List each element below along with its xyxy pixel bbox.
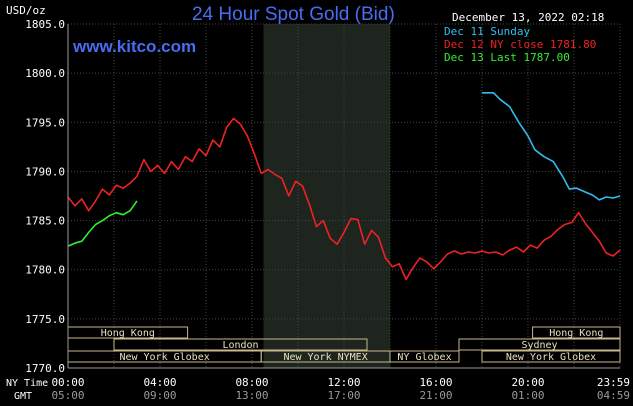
session-label: New York Globex bbox=[506, 352, 596, 363]
x-tick-label-ny: 04:00 bbox=[143, 376, 176, 389]
y-tick-label: 1775.0 bbox=[25, 313, 65, 326]
session-label: New York NYMEX bbox=[283, 352, 367, 363]
x-tick-label-gmt: 05:00 bbox=[51, 389, 84, 402]
x-tick-label-ny: 20:00 bbox=[511, 376, 544, 389]
x-tick-label-gmt: 04:59 bbox=[597, 389, 630, 402]
x-tick-label-ny: 23:59 bbox=[597, 376, 630, 389]
market-sessions: Hong Kong London New York Globex New York N… bbox=[67, 326, 621, 363]
session-label: New York Globex bbox=[119, 352, 209, 363]
session-label: Hong Kong bbox=[101, 328, 155, 339]
session-box bbox=[389, 350, 460, 363]
series-lines bbox=[67, 92, 621, 281]
y-tick-label: 1780.0 bbox=[25, 264, 65, 277]
y-tick-label: 1795.0 bbox=[25, 116, 65, 129]
timestamp: December 13, 2022 02:18 bbox=[452, 11, 604, 24]
session-label: Hong Kong bbox=[549, 328, 603, 339]
y-tick-label: 1805.0 bbox=[25, 18, 65, 31]
legend-entry-dec12: Dec 12 NY close 1781.80 bbox=[444, 38, 596, 51]
y-tick-label: 1770.0 bbox=[25, 362, 65, 375]
session-box bbox=[532, 326, 621, 339]
source-watermark: www.kitco.com bbox=[72, 37, 196, 56]
x-tick-label-gmt: 13:00 bbox=[235, 389, 268, 402]
session-label: London bbox=[222, 340, 258, 351]
session-label: NY Globex bbox=[397, 352, 451, 363]
x-tick-label-gmt: 17:00 bbox=[327, 389, 360, 402]
gmt-row-label: GMT bbox=[14, 391, 32, 402]
x-tick-label-ny: 08:00 bbox=[235, 376, 268, 389]
legend-entry-dec11: Dec 11 Sunday bbox=[444, 25, 530, 38]
x-tick-label-ny: 16:00 bbox=[419, 376, 452, 389]
legend: Dec 11 Sunday Dec 12 NY close 1781.80 De… bbox=[444, 25, 596, 64]
x-tick-label-gmt: 21:00 bbox=[419, 389, 452, 402]
x-tick-label-gmt: 09:00 bbox=[143, 389, 176, 402]
x-tick-label-ny: 12:00 bbox=[327, 376, 360, 389]
series-line bbox=[67, 200, 138, 247]
session-label: Sydney bbox=[521, 340, 557, 351]
ny-time-row-label: NY Time bbox=[6, 378, 48, 389]
x-tick-label-ny: 00:00 bbox=[51, 376, 84, 389]
y-tick-label: 1785.0 bbox=[25, 215, 65, 228]
y-tick-label: 1800.0 bbox=[25, 67, 65, 80]
axes: 1805.0 1800.0 1795.0 1790.0 1785.0 1780.0 1775… bbox=[25, 18, 630, 402]
x-tick-label-gmt: 01:00 bbox=[511, 389, 544, 402]
series-line bbox=[482, 92, 621, 201]
session-box bbox=[481, 350, 621, 363]
y-tick-label: 1790.0 bbox=[25, 165, 65, 178]
session-box bbox=[458, 338, 621, 351]
session-box bbox=[113, 338, 368, 351]
series-line bbox=[67, 117, 621, 281]
legend-entry-dec13: Dec 13 Last 1787.00 bbox=[444, 51, 570, 64]
nymex-highlight-band bbox=[263, 24, 390, 368]
chart-title: 24 Hour Spot Gold (Bid) bbox=[192, 4, 395, 25]
unit-label: USD/oz bbox=[6, 4, 46, 17]
